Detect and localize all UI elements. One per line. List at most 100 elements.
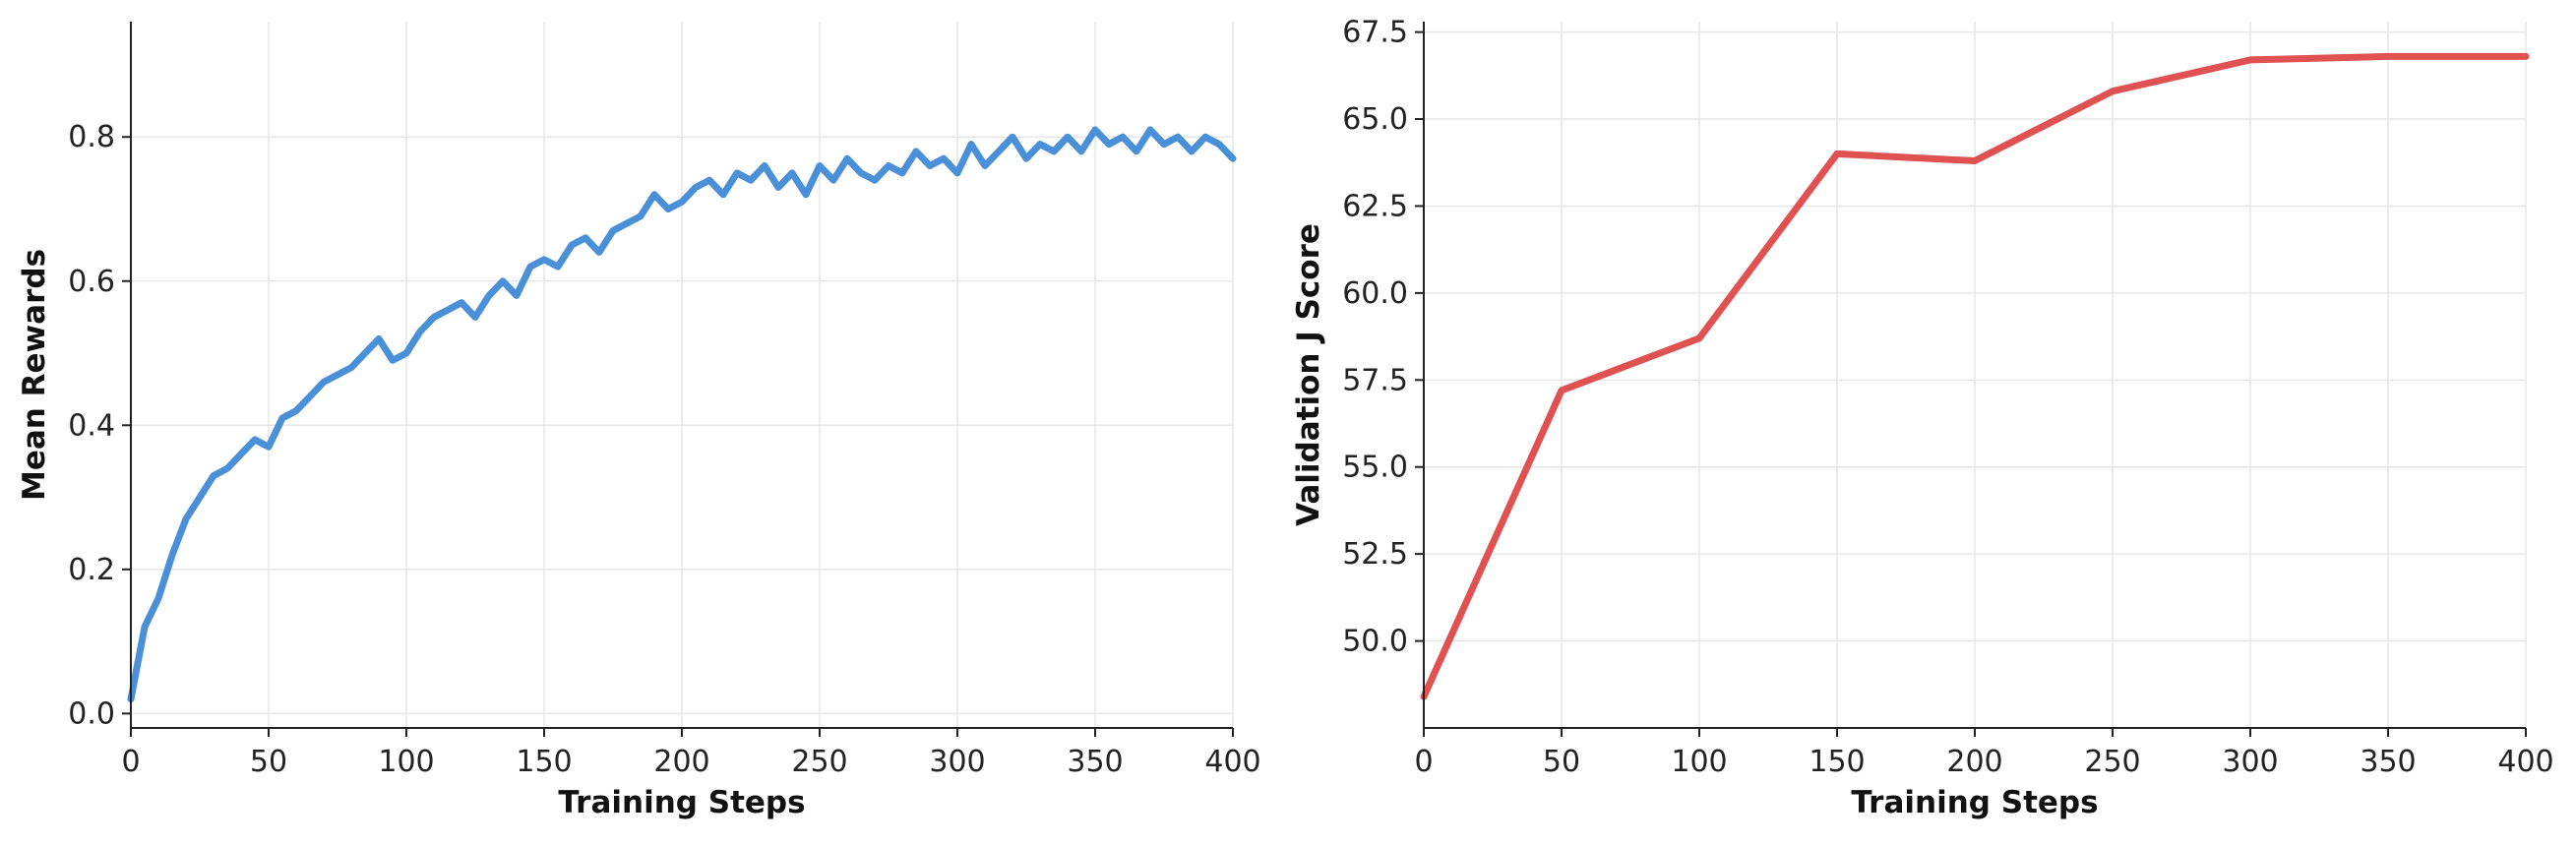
- rewards-data-point: [198, 496, 202, 500]
- validation-data-point: [2248, 58, 2252, 62]
- rewards-data-point: [418, 330, 422, 333]
- rewards-x-tick-label: 400: [1204, 745, 1260, 779]
- rewards-data-point: [804, 193, 808, 197]
- rewards-y-tick-label: 0.0: [68, 696, 115, 731]
- rewards-data-point: [542, 258, 546, 262]
- validation-x-tick-label: 200: [1946, 745, 2002, 779]
- rewards-data-point: [955, 171, 959, 175]
- rewards-data-point: [611, 228, 615, 232]
- rewards-data-point: [735, 171, 739, 175]
- rewards-x-tick-label: 200: [653, 745, 709, 779]
- rewards-x-tick-label: 150: [516, 745, 572, 779]
- validation-data-point: [2524, 54, 2528, 58]
- rewards-data-point: [253, 438, 257, 442]
- rewards-data-point: [790, 171, 794, 175]
- rewards-data-point: [225, 466, 229, 470]
- rewards-data-point: [170, 553, 174, 557]
- rewards-data-point: [1148, 128, 1152, 132]
- rewards-data-point: [1038, 143, 1042, 147]
- validation-y-tick-label: 65.0: [1342, 102, 1408, 137]
- validation-x-tick-label: 250: [2084, 745, 2140, 779]
- rewards-data-point: [707, 178, 711, 182]
- validation-y-tick-label: 62.5: [1342, 189, 1408, 223]
- rewards-data-point: [859, 171, 863, 175]
- validation-y-tick-label: 50.0: [1342, 625, 1408, 659]
- rewards-data-point: [1231, 156, 1235, 160]
- rewards-data-point: [983, 164, 987, 168]
- rewards-data-point: [473, 315, 477, 319]
- rewards-data-point: [680, 200, 684, 204]
- rewards-data-point: [1066, 135, 1070, 139]
- rewards-data-point: [1217, 143, 1221, 147]
- rewards-data-point: [308, 394, 312, 398]
- validation-chart: 0 50 100 150 200 250 300 350 400 50.0 52.5 55.0 57.5…: [1291, 16, 2554, 820]
- rewards-data-point: [267, 445, 271, 449]
- rewards-x-tick-label: 350: [1067, 745, 1123, 779]
- rewards-data-point: [515, 293, 519, 297]
- rewards-data-point: [997, 150, 1001, 153]
- rewards-data-point: [1093, 128, 1097, 132]
- rewards-data-point: [818, 164, 822, 168]
- rewards-data-point: [294, 409, 298, 413]
- validation-x-tick-label: 300: [2222, 745, 2278, 779]
- rewards-data-point: [404, 351, 408, 355]
- rewards-data-point: [446, 308, 450, 312]
- validation-y-axis-label: Validation J Score: [1291, 223, 1326, 526]
- rewards-data-point: [377, 336, 381, 340]
- rewards-data-point: [845, 156, 849, 160]
- rewards-x-tick-label: 0: [121, 745, 140, 779]
- rewards-y-tick-label: 0.4: [68, 408, 115, 443]
- validation-data-point: [1560, 389, 1564, 393]
- validation-data-point: [1835, 151, 1839, 155]
- rewards-data-point: [501, 279, 505, 283]
- rewards-data-point: [1024, 156, 1028, 160]
- rewards-data-point: [432, 315, 436, 319]
- rewards-data-point: [887, 164, 890, 168]
- rewards-x-axis-label: Training Steps: [558, 785, 805, 820]
- validation-data-point: [2111, 90, 2115, 93]
- validation-x-tick-label: 150: [1809, 745, 1865, 779]
- rewards-data-point: [363, 351, 367, 355]
- rewards-data-point: [1203, 135, 1207, 139]
- rewards-data-point: [652, 193, 656, 197]
- rewards-data-point: [336, 373, 339, 377]
- validation-data-point: [1697, 336, 1701, 340]
- validation-y-tick-label: 67.5: [1342, 16, 1408, 50]
- validation-x-tick-label: 350: [2360, 745, 2416, 779]
- validation-y-tick-label: 60.0: [1342, 276, 1408, 311]
- rewards-data-point: [914, 150, 918, 153]
- rewards-x-tick-label: 250: [791, 745, 847, 779]
- rewards-data-point: [460, 301, 463, 305]
- rewards-data-point: [1190, 150, 1194, 153]
- validation-x-tick-label: 50: [1543, 745, 1580, 779]
- rewards-data-point: [391, 358, 395, 362]
- rewards-data-point: [1011, 135, 1014, 139]
- rewards-data-point: [1079, 150, 1083, 153]
- rewards-data-point: [942, 156, 946, 160]
- validation-x-tick-label: 0: [1414, 745, 1433, 779]
- rewards-data-point: [900, 171, 904, 175]
- rewards-y-axis-label: Mean Rewards: [17, 249, 52, 501]
- rewards-y-tick-label: 0.6: [68, 265, 115, 299]
- rewards-chart: 0 50 100 150 200 250 300 350 400 0.0 0.2 0.4 0.6 0.8 T…: [17, 22, 1261, 820]
- validation-x-tick-label: 400: [2497, 745, 2553, 779]
- rewards-data-point: [556, 265, 560, 269]
- rewards-data-point: [1135, 150, 1138, 153]
- rewards-data-point: [1052, 150, 1056, 153]
- rewards-data-point: [322, 380, 326, 384]
- rewards-data-point: [156, 596, 160, 600]
- rewards-data-point: [239, 453, 243, 456]
- validation-y-tick-label: 57.5: [1342, 363, 1408, 397]
- rewards-data-point: [625, 221, 629, 225]
- rewards-data-point: [831, 178, 835, 182]
- rewards-data-point: [873, 178, 877, 182]
- rewards-y-tick-label: 0.2: [68, 553, 115, 587]
- rewards-data-point: [721, 193, 725, 197]
- rewards-data-point: [1121, 135, 1125, 139]
- rewards-x-tick-label: 100: [378, 745, 434, 779]
- rewards-data-point: [666, 207, 670, 211]
- rewards-data-point: [597, 250, 601, 254]
- rewards-data-point: [1162, 143, 1166, 147]
